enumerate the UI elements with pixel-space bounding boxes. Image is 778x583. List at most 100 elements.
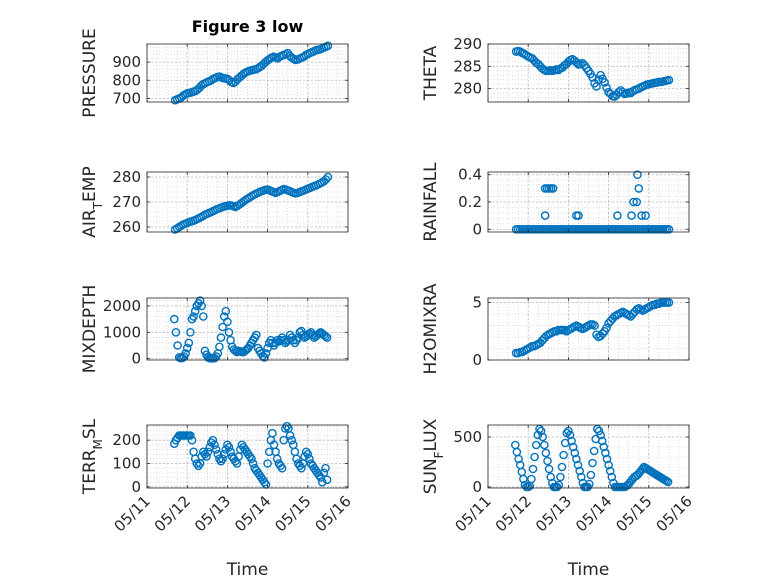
data-point [210, 440, 219, 450]
data-point [218, 454, 227, 464]
x-tick-label: 05/16 [312, 492, 355, 535]
data-point [181, 349, 190, 358]
data-point [567, 436, 576, 446]
x-tick-label: 05/11 [452, 492, 495, 535]
data-point [314, 470, 324, 480]
y-tick-label: 0 [472, 351, 482, 369]
data-point [556, 472, 565, 482]
subplot-6: 0 5 H2OMIXRA [421, 283, 690, 375]
subplot-7: 0 100 200 TERRMSL05/1105/1205/1305/1405/150… [80, 418, 355, 580]
data-point [596, 430, 605, 440]
data-point [607, 472, 617, 482]
y-tick-label: 500 [453, 428, 482, 446]
x-tick-label: 05/14 [572, 492, 615, 535]
data-point [637, 211, 646, 220]
y-tick-label: 900 [112, 53, 141, 71]
data-point [536, 426, 546, 436]
data-point [187, 435, 197, 445]
data-point [251, 330, 261, 340]
data-point [223, 317, 232, 327]
y-tick-label: 0 [472, 220, 482, 238]
data-point [572, 58, 581, 67]
data-point [218, 322, 227, 332]
axes-box [146, 297, 349, 361]
y-tick-label: 0.4 [458, 166, 482, 184]
axes-box [146, 424, 349, 489]
data-point [182, 343, 192, 353]
data-point [575, 466, 585, 476]
y-tick-label: 285 [453, 57, 482, 75]
data-point [226, 447, 235, 457]
data-point [527, 474, 536, 484]
data-point [203, 447, 213, 457]
data-points [170, 172, 333, 234]
data-point [599, 442, 609, 452]
data-point [248, 459, 258, 468]
axes-box [487, 297, 690, 361]
subplot-3: 260 270 280 AIRTEMP [80, 166, 349, 238]
data-point [292, 454, 301, 464]
subplot-4: 0 0.2 0.4 RAINFALL [421, 162, 690, 242]
subplot-2: 280 285 290 THETA [421, 35, 690, 103]
data-points [511, 298, 674, 358]
data-point [171, 327, 181, 337]
y-axis-label: THETA [421, 45, 441, 101]
data-point [186, 431, 195, 440]
data-point [215, 342, 224, 352]
axes-box [146, 43, 349, 103]
data-point [263, 459, 272, 468]
data-point [303, 449, 313, 459]
data-point [541, 448, 551, 458]
y-axis-label: MIXDEPTH [80, 285, 100, 374]
data-point [604, 460, 613, 470]
data-point [277, 463, 287, 473]
y-tick-label: 0.2 [458, 193, 482, 211]
plot-title: Figure 3 low [192, 17, 304, 36]
data-point [577, 472, 586, 482]
data-point [321, 175, 331, 184]
data-point [633, 170, 642, 179]
data-point [189, 312, 198, 321]
y-tick-label: 200 [112, 431, 141, 449]
data-point [601, 448, 610, 458]
y-axis-label: SUNFLUX [421, 418, 446, 494]
x-tick-label: 05/12 [492, 492, 535, 535]
data-point [247, 454, 256, 464]
data-point [322, 333, 332, 342]
data-point [530, 452, 539, 462]
data-point [268, 428, 277, 438]
x-tick-label: 05/13 [191, 492, 234, 535]
data-point [272, 335, 282, 345]
data-point [538, 432, 548, 442]
x-tick-label: 05/11 [111, 492, 154, 535]
data-point [261, 349, 271, 358]
data-point [663, 477, 673, 487]
y-tick-label: 0 [131, 478, 141, 496]
y-tick-label: 280 [453, 80, 482, 98]
data-point [597, 436, 607, 446]
data-point [634, 184, 644, 193]
data-point [279, 435, 289, 445]
data-point [594, 426, 604, 436]
y-tick-label: 0 [131, 350, 141, 368]
y-tick-label: 290 [453, 35, 482, 53]
x-tick-label: 05/15 [271, 492, 314, 535]
data-point [224, 442, 234, 452]
data-point [600, 78, 609, 87]
data-point [592, 330, 601, 340]
data-point [173, 341, 182, 350]
data-point [548, 184, 558, 193]
data-point [195, 296, 205, 305]
data-point [221, 306, 231, 316]
data-points [511, 46, 674, 101]
x-tick-label: 05/15 [612, 492, 655, 535]
data-point [323, 41, 333, 51]
data-point [602, 83, 611, 92]
data-point [664, 298, 674, 307]
y-tick-label: 0 [472, 478, 482, 496]
data-point [514, 454, 523, 464]
y-tick-label: 280 [112, 168, 141, 186]
data-point [554, 480, 564, 490]
x-axis-label: Time [226, 560, 269, 580]
data-point [531, 440, 541, 450]
